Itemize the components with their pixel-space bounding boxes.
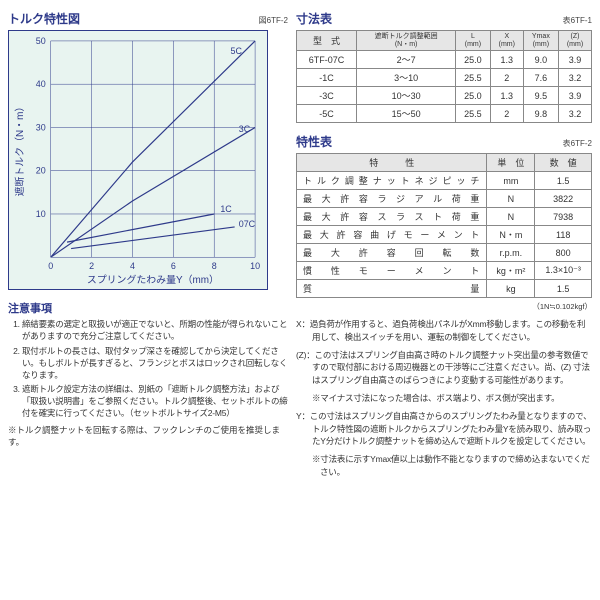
svg-text:遮断トルク（N・m）: 遮断トルク（N・m） [13, 102, 26, 197]
table-cell: kg・m² [487, 262, 535, 280]
col-header: X(mm) [490, 31, 523, 51]
svg-text:3C: 3C [239, 124, 251, 134]
table-cell: -5C [297, 105, 357, 123]
col-header: Ymax(mm) [523, 31, 558, 51]
spec-footnote: （1N≒0.102kgf） [296, 301, 592, 312]
col-header: 単 位 [487, 154, 535, 172]
table-row: -1C3～1025.527.63.2 [297, 69, 592, 87]
table-cell: トルク調整ナットネジピッチ [297, 172, 487, 190]
table-row: 最大許容ラジアル荷重N3822 [297, 190, 592, 208]
col-header: 遮断トルク調整範囲(N・m) [357, 31, 456, 51]
chart-title: トルク特性図 図6TF-2 [8, 10, 288, 27]
table-cell: 質 量 [297, 280, 487, 298]
table-cell: 3～10 [357, 69, 456, 87]
table-cell: 118 [535, 226, 592, 244]
table-cell: 25.0 [456, 51, 491, 69]
table-cell: 1.3 [490, 51, 523, 69]
table-cell: 25.5 [456, 105, 491, 123]
table-cell: N [487, 190, 535, 208]
definition-note: ※寸法表に示すYmax値以上は動作不能となりますので締め込まないでください。 [296, 453, 592, 478]
table-cell: 15～50 [357, 105, 456, 123]
table-cell: 最大許容曲げモーメント [297, 226, 487, 244]
svg-text:50: 50 [36, 36, 46, 46]
table-cell: 25.0 [456, 87, 491, 105]
table-cell: 7938 [535, 208, 592, 226]
dim-table-title: 寸法表 表6TF-1 [296, 10, 592, 27]
table-cell: 2 [490, 105, 523, 123]
table-cell: 9.5 [523, 87, 558, 105]
spec-table: 特 性単 位数 値 トルク調整ナットネジピッチmm1.5最大許容ラジアル荷重N3… [296, 153, 592, 298]
svg-text:07C: 07C [239, 219, 256, 229]
table-cell: 慣 性 モ ー メ ン ト [297, 262, 487, 280]
table-cell: 1.3×10⁻³ [535, 262, 592, 280]
table-cell: 2 [490, 69, 523, 87]
notes-section: 注意事項 締結要素の選定と取扱いが適正でないと、所期の性能が得られないことがあり… [8, 300, 288, 448]
table-cell: 2～7 [357, 51, 456, 69]
table-cell: 10～30 [357, 87, 456, 105]
col-header: 型 式 [297, 31, 357, 51]
table-cell: 9.0 [523, 51, 558, 69]
svg-text:4: 4 [130, 261, 135, 271]
table-cell: 最 大 許 容 回 転 数 [297, 244, 487, 262]
table-cell: 7.6 [523, 69, 558, 87]
dimension-table: 型 式遮断トルク調整範囲(N・m)L(mm)X(mm)Ymax(mm)(Z)(m… [296, 30, 592, 123]
table-row: -5C15～5025.529.83.2 [297, 105, 592, 123]
torque-chart: 0 2 4 6 8 10 10 20 30 40 50 5C 3C 1C 07C スプリングたわみ量Y（mm）… [8, 30, 268, 290]
svg-text:1C: 1C [220, 204, 232, 214]
note-item: 締結要素の選定と取扱いが適正でないと、所期の性能が得られないことがありますので充… [22, 319, 288, 343]
table-row: 最 大 許 容 回 転 数r.p.m.800 [297, 244, 592, 262]
col-header: 数 値 [535, 154, 592, 172]
table-cell: mm [487, 172, 535, 190]
svg-text:20: 20 [36, 166, 46, 176]
svg-text:0: 0 [48, 261, 53, 271]
note-item: 遮断トルク設定方法の詳細は、別紙の「遮断トルク調整方法」および「取扱い説明書」を… [22, 384, 288, 420]
svg-text:10: 10 [250, 261, 260, 271]
table-row: トルク調整ナットネジピッチmm1.5 [297, 172, 592, 190]
svg-text:5C: 5C [231, 46, 243, 56]
table-row: -3C10～3025.01.39.53.9 [297, 87, 592, 105]
table-cell: 1.5 [535, 172, 592, 190]
svg-text:10: 10 [36, 209, 46, 219]
definition-note: (Z)：この寸法はスプリング自由高さ時のトルク調整ナット突出量の参考数値ですので… [296, 349, 592, 386]
table-cell: 1.3 [490, 87, 523, 105]
table-row: 最大許容曲げモーメントN・m118 [297, 226, 592, 244]
table-cell: N [487, 208, 535, 226]
table-cell: 25.5 [456, 69, 491, 87]
svg-text:30: 30 [36, 122, 46, 132]
table-cell: 3.2 [558, 69, 591, 87]
table-cell: 3822 [535, 190, 592, 208]
table-cell: 3.9 [558, 87, 591, 105]
table-cell: 6TF-07C [297, 51, 357, 69]
table-cell: 最大許容スラスト荷重 [297, 208, 487, 226]
definition-note: ※マイナス寸法になった場合は、ボス端より、ボス側が突出ます。 [296, 392, 592, 404]
spec-table-title: 特性表 表6TF-2 [296, 133, 592, 150]
svg-text:8: 8 [212, 261, 217, 271]
table-cell: kg [487, 280, 535, 298]
col-header: 特 性 [297, 154, 487, 172]
table-cell: N・m [487, 226, 535, 244]
table-cell: -1C [297, 69, 357, 87]
table-cell: -3C [297, 87, 357, 105]
svg-text:2: 2 [89, 261, 94, 271]
table-row: 6TF-07C2～725.01.39.03.9 [297, 51, 592, 69]
table-cell: r.p.m. [487, 244, 535, 262]
svg-text:6: 6 [171, 261, 176, 271]
table-row: 質 量kg1.5 [297, 280, 592, 298]
definition-note: X：過負荷が作用すると、過負荷検出パネルがXmm移動します。この移動を利用して、… [296, 318, 592, 343]
col-header: L(mm) [456, 31, 491, 51]
table-cell: 9.8 [523, 105, 558, 123]
svg-text:スプリングたわみ量Y（mm）: スプリングたわみ量Y（mm） [87, 273, 219, 286]
table-cell: 800 [535, 244, 592, 262]
definition-notes: X：過負荷が作用すると、過負荷検出パネルがXmm移動します。この移動を利用して、… [296, 318, 592, 477]
definition-note: Y：この寸法はスプリング自由高さからのスプリングたわみ量となりますので、トルク特… [296, 410, 592, 447]
table-cell: 最大許容ラジアル荷重 [297, 190, 487, 208]
col-header: (Z)(mm) [558, 31, 591, 51]
table-row: 慣 性 モ ー メ ン トkg・m²1.3×10⁻³ [297, 262, 592, 280]
table-row: 最大許容スラスト荷重N7938 [297, 208, 592, 226]
table-cell: 3.2 [558, 105, 591, 123]
table-cell: 1.5 [535, 280, 592, 298]
note-item: 取付ボルトの長さは、取付タップ深さを確認してから決定してください。もしボルトが長… [22, 346, 288, 382]
svg-text:40: 40 [36, 79, 46, 89]
table-cell: 3.9 [558, 51, 591, 69]
